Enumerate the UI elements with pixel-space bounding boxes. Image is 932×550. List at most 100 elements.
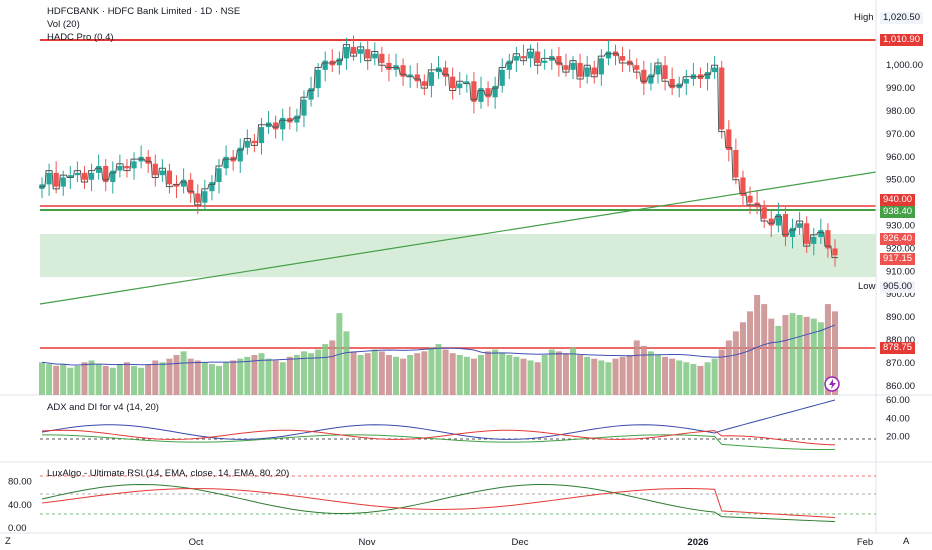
volume-bar	[350, 351, 357, 395]
volume-bar	[534, 362, 541, 395]
time-axis: Oct Nov Dec 2026 Feb	[189, 537, 874, 548]
volume-bar	[647, 351, 654, 395]
volume-bar	[329, 340, 336, 395]
rsi-tick: 40.00	[8, 500, 32, 511]
candle-body	[110, 170, 116, 183]
volume-bar	[697, 365, 704, 395]
volume-bar	[817, 322, 824, 395]
volume-bar	[541, 355, 548, 395]
volume-bar	[400, 358, 407, 395]
volume-bar	[244, 356, 251, 395]
price-tick: 880.00	[886, 335, 915, 346]
volume-bar	[166, 358, 173, 395]
volume-bar	[520, 358, 527, 395]
candle-body	[818, 230, 824, 237]
volume-bar	[591, 358, 598, 395]
support-zone	[40, 234, 876, 277]
volume-bar	[159, 362, 166, 395]
candle-body	[471, 81, 477, 102]
candle-body	[747, 195, 753, 203]
volume-bar	[393, 356, 400, 395]
price-tick: 990.00	[886, 83, 915, 94]
candle-body	[152, 163, 158, 176]
high-value: 1,020.50	[880, 12, 923, 24]
candle-body	[669, 78, 675, 89]
rsi-line	[41, 484, 836, 523]
volume-bar	[315, 349, 322, 395]
volume-bar	[435, 344, 442, 395]
candle-body	[641, 69, 647, 84]
volume-bar	[173, 355, 180, 395]
candle-body	[450, 76, 456, 89]
tag-1010: 1,010.90	[880, 34, 923, 46]
volume-bar	[357, 355, 364, 395]
candle-body	[103, 166, 109, 183]
volume-bar	[492, 349, 499, 395]
candle-body	[655, 65, 661, 75]
rsi-label: LuxAlgo - Ultimate RSI (14, EMA, close, …	[47, 468, 290, 479]
candle-body	[584, 67, 590, 77]
volume-group	[39, 295, 838, 395]
price-tick: 900.00	[886, 289, 915, 300]
volume-bar	[562, 353, 569, 395]
volume-bar	[761, 304, 768, 395]
candle-body	[804, 223, 810, 244]
volume-bar	[704, 362, 711, 395]
volume-bar	[131, 365, 138, 395]
candle-body	[46, 172, 52, 185]
volume-bar	[789, 313, 796, 395]
volume-bar	[343, 331, 350, 395]
time-tick: Oct	[189, 537, 204, 548]
volume-bar	[300, 351, 307, 395]
time-tick: Nov	[359, 537, 376, 548]
volume-bar	[555, 351, 562, 395]
volume-bar	[102, 365, 109, 395]
volume-bar	[81, 362, 88, 395]
volume-bar	[832, 311, 838, 395]
candle-body	[131, 161, 137, 169]
candle-body	[350, 46, 357, 54]
volume-bar	[109, 367, 116, 395]
volume-bar	[619, 356, 626, 395]
candle-body	[591, 67, 597, 75]
volume-bar	[654, 355, 661, 395]
volume-bar	[385, 355, 392, 395]
candle-body	[74, 172, 81, 176]
candle-body	[223, 156, 229, 169]
volume-bar	[662, 356, 669, 395]
candle-body	[563, 65, 569, 70]
auto-scale-a[interactable]: A	[903, 536, 910, 547]
volume-bar	[669, 358, 676, 395]
candle-body	[251, 140, 258, 144]
candle-body	[442, 67, 449, 77]
volume-bar	[230, 360, 237, 395]
volume-bar	[251, 355, 258, 395]
candle-body	[513, 56, 519, 61]
candle-body	[301, 99, 307, 116]
adx-label: ADX and DI for v4 (14, 20)	[47, 402, 159, 413]
candle-body	[53, 172, 59, 187]
candle-body	[556, 56, 562, 66]
candle-body	[712, 67, 718, 73]
volume-bar	[626, 355, 633, 395]
zoom-tool-z[interactable]: Z	[5, 536, 11, 547]
low-value: 905.00	[880, 281, 916, 293]
candle-body	[570, 62, 576, 70]
candle-body	[527, 51, 534, 59]
volume-bar	[548, 349, 555, 395]
candle-body	[379, 53, 385, 63]
volume-bar	[775, 325, 782, 395]
volume-bar	[208, 364, 215, 395]
candle-body	[535, 51, 541, 63]
tag-938: 938.40	[880, 206, 916, 218]
candle-body	[726, 129, 732, 150]
candle-body	[209, 182, 215, 192]
volume-bar	[513, 356, 520, 395]
rsi-signal-line	[41, 488, 836, 519]
candle-body	[662, 65, 668, 79]
candle-body	[789, 227, 796, 237]
volume-bar	[428, 347, 435, 395]
volume-bar	[747, 311, 754, 395]
candle-body	[60, 177, 66, 187]
